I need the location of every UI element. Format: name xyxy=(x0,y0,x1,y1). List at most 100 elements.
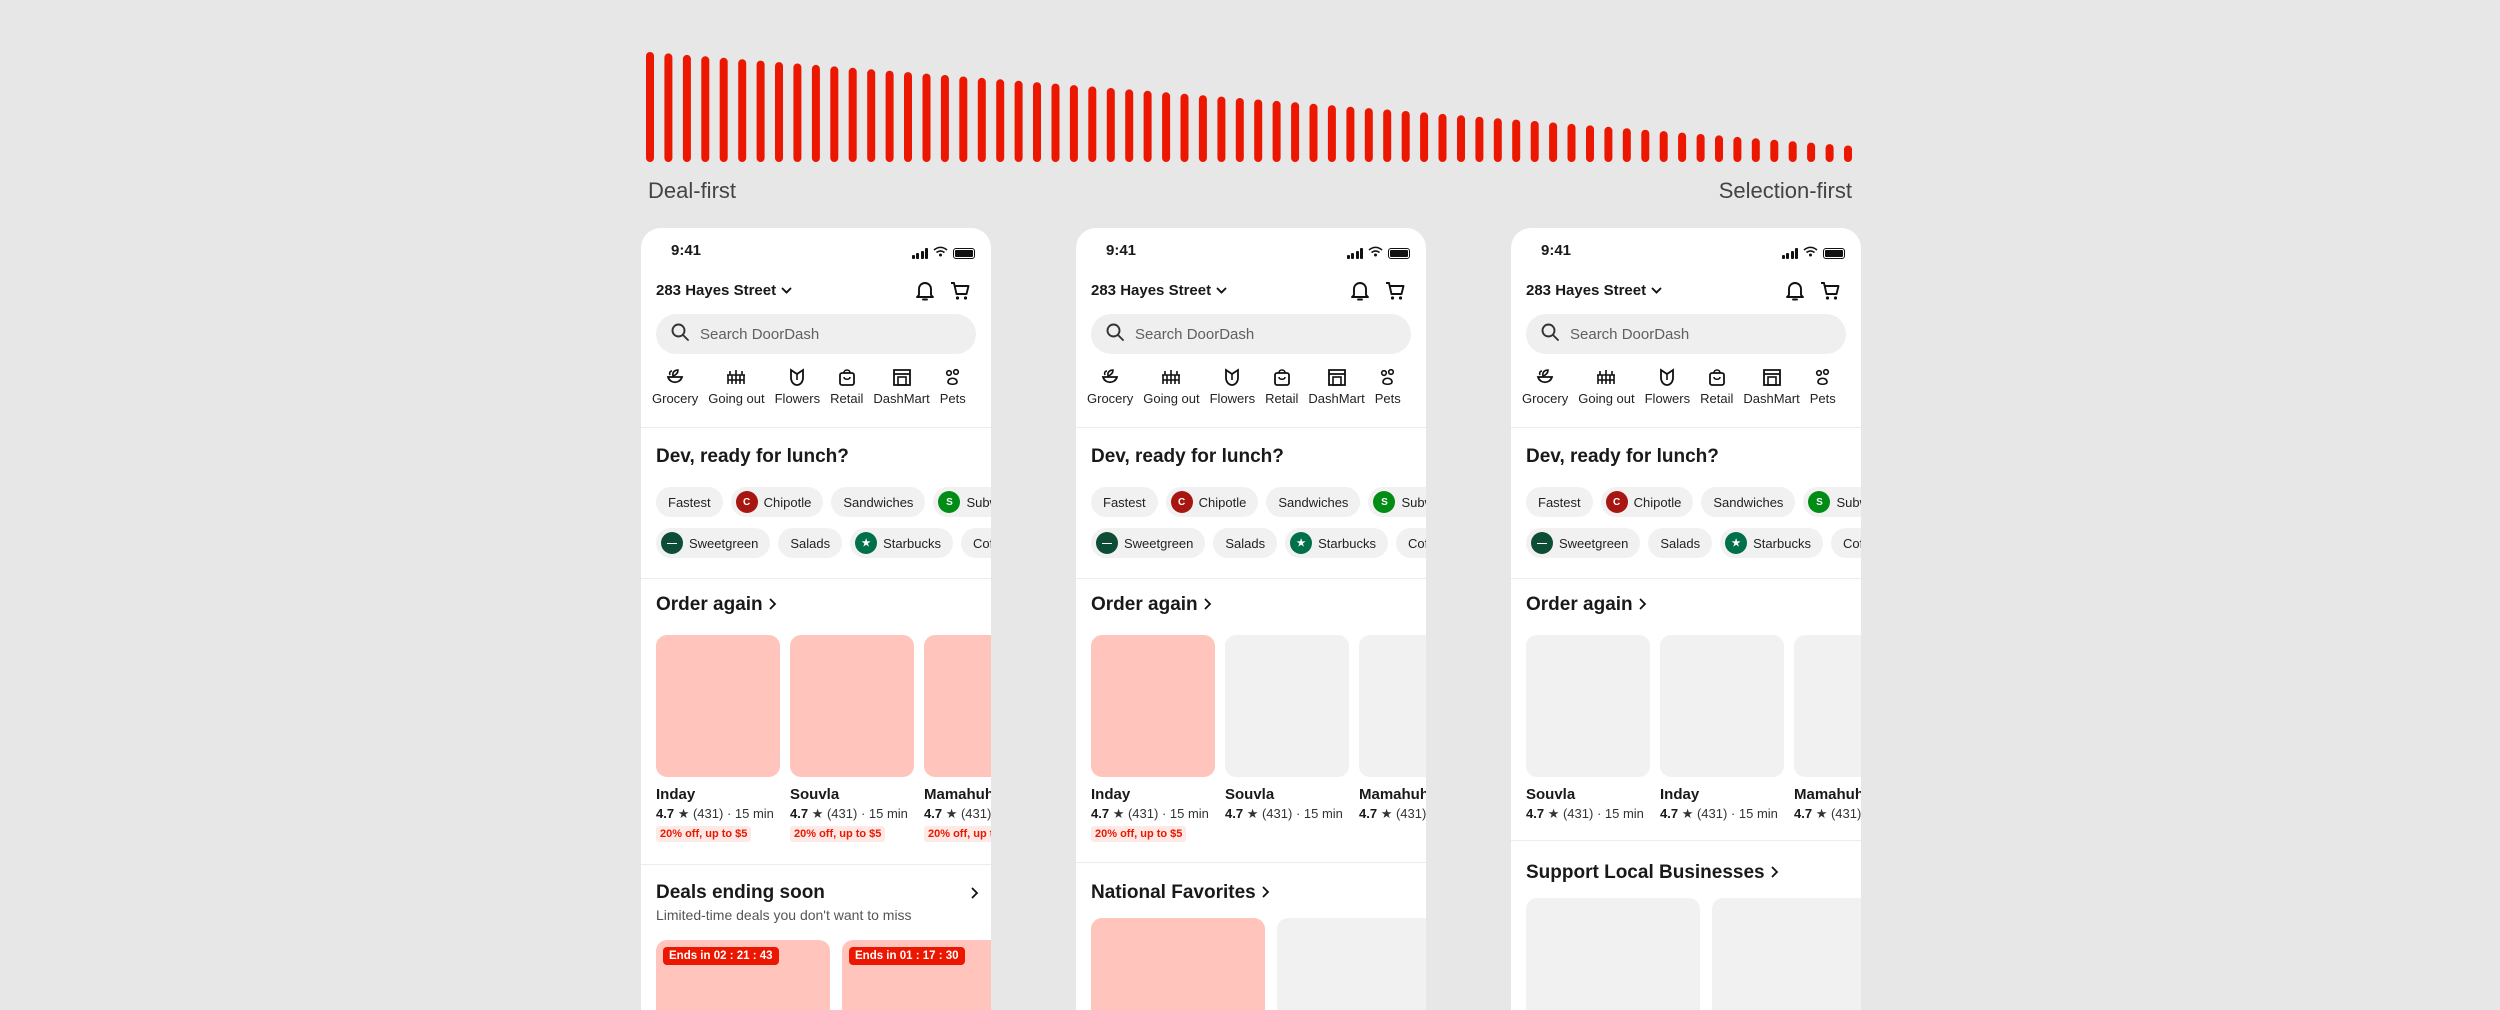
category-pets[interactable]: Pets xyxy=(1370,366,1406,406)
deals-ending-soon-title[interactable]: Deals ending soon xyxy=(656,882,825,903)
chip-2[interactable]: ★ Starbucks xyxy=(1285,528,1388,558)
category-pets[interactable]: Pets xyxy=(935,366,971,406)
notification-bell-icon[interactable] xyxy=(915,280,935,307)
category-dashmart[interactable]: DashMart xyxy=(1738,366,1804,406)
search-input[interactable]: Search DoorDash xyxy=(1526,314,1846,354)
chip-3[interactable]: S Subway xyxy=(933,487,991,517)
order-again-card[interactable]: Inday 4.7 ★ (431) · 15 min 20% off, up t… xyxy=(656,635,780,842)
category-pets[interactable]: Pets xyxy=(1805,366,1841,406)
deal-card[interactable]: Ends in 02 : 21 : 43 xyxy=(656,940,830,1010)
order-again-title[interactable]: Order again xyxy=(1526,594,1647,616)
category-going-out[interactable]: Going out xyxy=(1138,366,1204,406)
scale-bar xyxy=(1751,138,1760,162)
order-again-card[interactable]: Mamahuhu 4.7 ★ (431) · 15 min xyxy=(1359,635,1426,842)
chip-label: Fastest xyxy=(1103,494,1146,510)
search-input[interactable]: Search DoorDash xyxy=(656,314,976,354)
starbucks-logo: ★ xyxy=(855,532,878,554)
category-flowers[interactable]: Flowers xyxy=(1640,366,1696,406)
store-card[interactable] xyxy=(1091,918,1265,1010)
address-selector[interactable]: 283 Hayes Street xyxy=(1526,282,1662,299)
scale-bar xyxy=(1235,98,1244,162)
store-card[interactable] xyxy=(1526,898,1700,1010)
order-again-card[interactable]: Souvla 4.7 ★ (431) · 15 min 20% off, up … xyxy=(790,635,914,842)
chip-2[interactable]: Sandwiches xyxy=(1266,487,1361,517)
chip-2[interactable]: Sandwiches xyxy=(1701,487,1796,517)
deals-subtitle: Limited-time deals you don't want to mis… xyxy=(656,907,912,923)
chip-label: Subway xyxy=(1401,494,1426,510)
chip-0[interactable]: — Sweetgreen xyxy=(1091,528,1206,558)
scale-bar xyxy=(1180,93,1189,162)
chevron-right-icon xyxy=(769,594,777,616)
category-label: Retail xyxy=(1700,391,1734,406)
order-again-card[interactable]: Mamahuhu 4.7 ★ (431) · 15 min 20% off, u… xyxy=(924,635,991,842)
chip-2[interactable]: ★ Starbucks xyxy=(1720,528,1823,558)
star-icon: ★ xyxy=(1243,806,1262,821)
chip-label: Sweetgreen xyxy=(1124,535,1194,551)
chip-0[interactable]: Fastest xyxy=(656,487,723,517)
category-retail[interactable]: Retail xyxy=(1260,366,1303,406)
store-card[interactable] xyxy=(1712,898,1861,1010)
search-icon xyxy=(1540,322,1560,346)
chipotle-logo: C xyxy=(1605,491,1628,513)
chip-1[interactable]: C Chipotle xyxy=(1600,487,1694,517)
chip-3[interactable]: Coffee xyxy=(1830,528,1861,558)
cart-icon[interactable] xyxy=(1819,280,1841,307)
scale-bar xyxy=(1567,123,1576,162)
chevron-right-icon[interactable] xyxy=(971,886,979,904)
cart-icon[interactable] xyxy=(1384,280,1406,307)
scale-bar xyxy=(1198,95,1207,162)
order-again-card[interactable]: Souvla 4.7 ★ (431) · 15 min xyxy=(1225,635,1349,842)
chip-0[interactable]: — Sweetgreen xyxy=(656,528,771,558)
notification-bell-icon[interactable] xyxy=(1350,280,1370,307)
cart-icon[interactable] xyxy=(949,280,971,307)
chip-label: Salads xyxy=(790,535,831,551)
search-input[interactable]: Search DoorDash xyxy=(1091,314,1411,354)
category-grocery[interactable]: Grocery xyxy=(1517,366,1573,406)
going-out-icon xyxy=(1597,370,1616,384)
deal-card[interactable]: Ends in 01 : 17 : 30 xyxy=(842,940,991,1010)
order-again-title[interactable]: Order again xyxy=(1091,594,1212,616)
chip-0[interactable]: Fastest xyxy=(1091,487,1158,517)
chip-2[interactable]: ★ Starbucks xyxy=(850,528,953,558)
order-again-card[interactable]: Inday 4.7 ★ (431) · 15 min xyxy=(1660,635,1784,822)
category-label: Grocery xyxy=(1522,391,1569,406)
category-flowers[interactable]: Flowers xyxy=(1205,366,1261,406)
category-retail[interactable]: Retail xyxy=(1695,366,1738,406)
chip-1[interactable]: Salads xyxy=(778,528,843,558)
order-again-card[interactable]: Inday 4.7 ★ (431) · 15 min 20% off, up t… xyxy=(1091,635,1215,842)
chip-label: Sandwiches xyxy=(843,494,914,510)
chip-1[interactable]: C Chipotle xyxy=(730,487,824,517)
chip-label: Chipotle xyxy=(1633,494,1682,510)
sweetgreen-logo: — xyxy=(1096,532,1118,554)
scale-bar xyxy=(1327,105,1336,162)
chip-3[interactable]: Coffee xyxy=(960,528,991,558)
star-icon: ★ xyxy=(674,806,693,821)
chip-0[interactable]: Fastest xyxy=(1526,487,1593,517)
chip-1[interactable]: Salads xyxy=(1213,528,1278,558)
address-selector[interactable]: 283 Hayes Street xyxy=(1091,282,1227,299)
address-selector[interactable]: 283 Hayes Street xyxy=(656,282,792,299)
store-card[interactable] xyxy=(1277,918,1426,1010)
category-retail[interactable]: Retail xyxy=(825,366,868,406)
section-title[interactable]: Support Local Businesses xyxy=(1526,862,1779,884)
category-going-out[interactable]: Going out xyxy=(703,366,769,406)
chip-1[interactable]: C Chipotle xyxy=(1165,487,1259,517)
order-again-card[interactable]: Mamahuhu 4.7 ★ (431) · 15 min xyxy=(1794,635,1861,822)
category-dashmart[interactable]: DashMart xyxy=(868,366,934,406)
category-dashmart[interactable]: DashMart xyxy=(1303,366,1369,406)
chip-3[interactable]: Coffee xyxy=(1395,528,1426,558)
chip-1[interactable]: Salads xyxy=(1648,528,1713,558)
order-again-card[interactable]: Souvla 4.7 ★ (431) · 15 min xyxy=(1526,635,1650,822)
notification-bell-icon[interactable] xyxy=(1785,280,1805,307)
category-grocery[interactable]: Grocery xyxy=(1082,366,1138,406)
section-title[interactable]: National Favorites xyxy=(1091,882,1270,904)
category-going-out[interactable]: Going out xyxy=(1573,366,1639,406)
category-flowers[interactable]: Flowers xyxy=(770,366,826,406)
chip-0[interactable]: — Sweetgreen xyxy=(1526,528,1641,558)
scale-bar xyxy=(1641,129,1650,162)
category-grocery[interactable]: Grocery xyxy=(647,366,703,406)
chip-2[interactable]: Sandwiches xyxy=(831,487,926,517)
chip-3[interactable]: S Subway xyxy=(1803,487,1861,517)
chip-3[interactable]: S Subway xyxy=(1368,487,1426,517)
order-again-title[interactable]: Order again xyxy=(656,594,777,616)
